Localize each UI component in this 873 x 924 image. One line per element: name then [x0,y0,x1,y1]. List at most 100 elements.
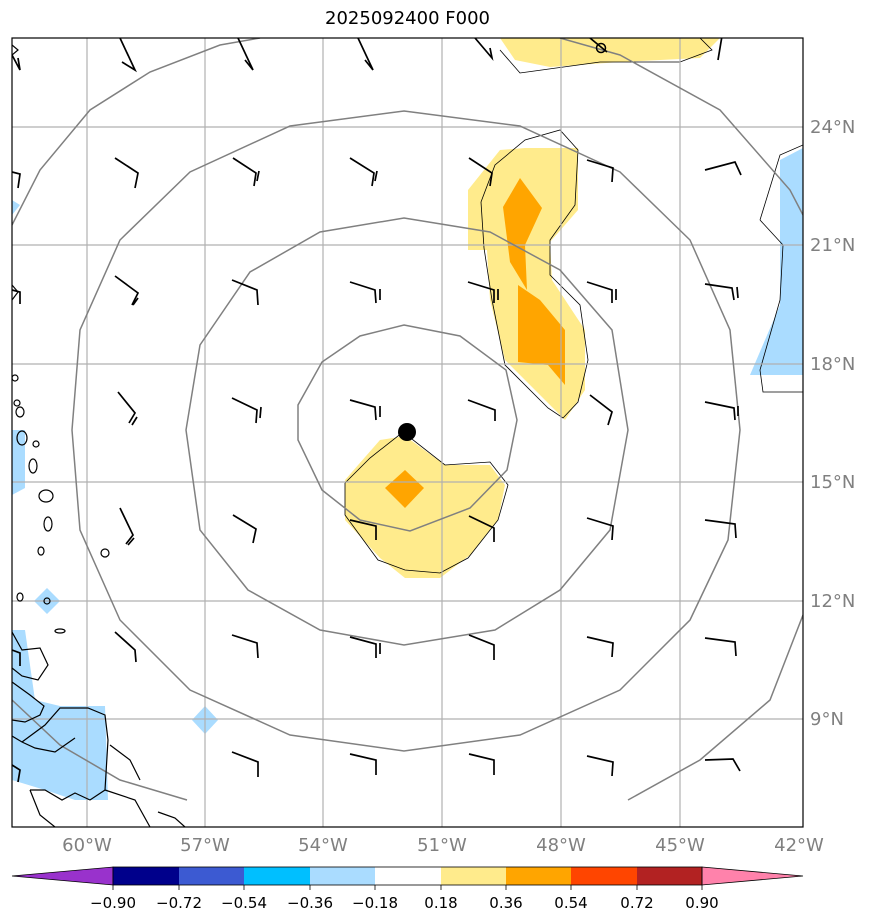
wind-barb [232,514,257,544]
wind-barb [349,519,377,540]
wind-barb [704,401,739,421]
lon-tick-label: 42°W [774,835,824,856]
lon-tick-label: 60°W [62,835,112,856]
wind-barb [119,507,135,546]
lat-tick-label: 12°N [810,591,855,612]
colorbar-label: −0.36 [287,894,333,912]
range-ring-1 [297,324,518,532]
wind-barb [114,275,140,306]
range-ring-4-southwest [12,699,188,801]
wind-barb [704,283,739,301]
negative-anomaly-west [12,430,25,495]
wind-barb [589,394,613,426]
lat-tick-labels: 24°N 21°N 18°N 15°N 12°N 9°N [810,117,855,730]
lon-tick-label: 54°W [298,835,348,856]
wind-barb [237,38,254,71]
colorbar-label: 0.54 [554,894,587,912]
colorbar-label: 0.18 [424,894,457,912]
lon-tick-label: 45°W [655,835,705,856]
map-title: 2025092400 F000 [325,8,490,29]
negative-anomaly-northwest [12,200,20,215]
colorbar-bin [441,867,506,885]
wind-barb [12,649,21,666]
colorbar-label: 0.90 [685,894,718,912]
positive-anomaly-strong-1 [503,178,542,290]
wind-barb [231,279,259,306]
lat-tick-label: 24°N [810,117,855,138]
wind-barb [586,159,614,183]
lon-tick-label: 48°W [536,835,586,856]
negative-anomaly-east [750,148,803,375]
wind-barb [586,755,614,777]
wind-barb [357,38,374,71]
range-ring-3 [71,110,741,752]
colorbar-label: −0.72 [156,894,202,912]
wind-barb [349,636,381,658]
colorbar-label: −0.18 [352,894,398,912]
colorbar-frame [112,866,703,886]
wind-barb [349,399,381,421]
lat-tick-label: 15°N [810,472,855,493]
wind-barb [717,38,723,61]
wind-barb [586,636,614,658]
negative-anomaly-southwest [12,630,108,800]
range-rings [12,38,803,801]
colorbar: −0.90 −0.72 −0.54 −0.36 −0.18 0.18 0.36 … [11,866,804,912]
wind-barb [349,753,377,775]
lat-tick-label: 21°N [810,235,855,256]
wind-barb [586,281,617,303]
range-ring-4-east [559,38,803,216]
wind-barb [474,38,494,62]
wind-barb [231,397,262,424]
wind-barb [117,391,138,426]
colorbar-bin [310,867,375,885]
range-ring-4-southeast [627,614,803,801]
positive-anomaly-center-strong [385,470,424,508]
coastlines [12,44,186,827]
wind-barb [114,157,139,189]
colorbar-extend-high [701,866,804,886]
wind-barb [114,631,137,663]
lat-tick-label: 9°N [810,709,844,730]
wind-barb [468,515,495,542]
wind-barb [12,764,21,783]
wind-barb [704,160,742,176]
wind-barbs [12,38,742,783]
range-ring-4 [12,38,261,226]
wind-barb [704,758,741,772]
wind-barb [12,171,21,189]
map-frame [11,37,804,828]
lon-tick-label: 57°W [180,835,230,856]
wind-barb [231,751,259,777]
wind-barb [704,637,737,657]
lat-tick-label: 18°N [810,354,855,375]
range-ring-2 [185,217,629,646]
lon-tick-label: 51°W [417,835,467,856]
wind-barb [586,517,614,541]
storm-center-marker [398,423,416,441]
colorbar-label: 0.72 [620,894,653,912]
wind-barb [468,634,495,660]
wind-barb [349,281,381,304]
colorbar-bin [179,867,244,885]
wind-barb [349,157,378,187]
wind-barb [467,399,496,421]
wind-barb [12,289,21,304]
colorbar-bin [244,867,310,885]
colorbar-label: 0.36 [489,894,522,912]
wind-barb [468,157,493,187]
graticule [12,38,803,827]
positive-anomaly-strong-2 [518,285,565,385]
lon-tick-labels: 60°W 57°W 54°W 51°W 48°W 45°W 42°W [62,835,824,856]
wind-barb [12,54,21,71]
colorbar-extend-low [11,866,114,886]
wind-barb [231,634,259,659]
wind-barb [232,157,260,187]
secondary-center-marker [595,42,607,54]
colorbar-bin [571,867,637,885]
map-area [12,38,803,827]
colorbar-bin [113,867,179,885]
colorbar-label: −0.90 [90,894,136,912]
colorbar-bin [637,867,702,885]
